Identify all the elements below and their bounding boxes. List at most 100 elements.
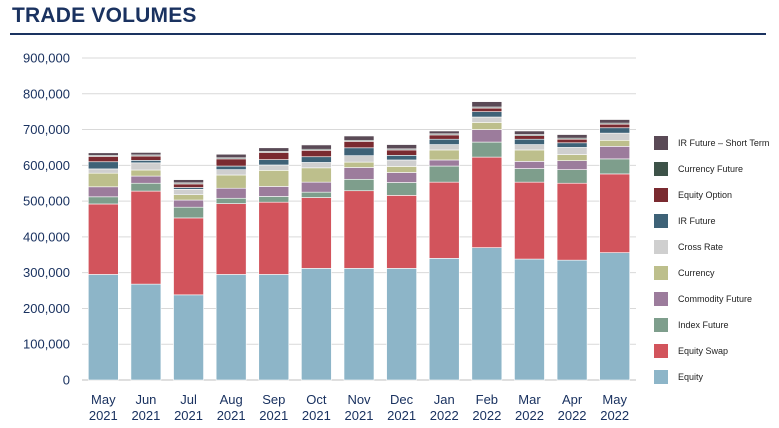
legend-item: Currency Future	[654, 156, 779, 182]
y-axis-ticks: 0 100,000 200,000 300,000 400,000 500,000 600,…	[23, 51, 70, 388]
legend-item: Equity	[654, 364, 779, 390]
bar-segment	[556, 182, 588, 261]
bar-stack	[215, 153, 247, 381]
legend-swatch	[654, 318, 668, 332]
bar-segment	[514, 258, 545, 381]
x-tick-label: Apr 2022	[558, 392, 587, 423]
legend-item: Commodity Future	[654, 286, 779, 312]
bar-segment	[471, 107, 503, 112]
bar-segment	[386, 155, 417, 161]
legend-label: IR Future	[678, 216, 716, 226]
legend-swatch	[654, 214, 668, 228]
bar-segment	[514, 181, 545, 260]
x-tick-label: Mar 2022	[515, 392, 544, 423]
page-title: TRADE VOLUMES	[12, 4, 197, 27]
x-tick-label: Jan 2022	[430, 392, 459, 423]
legend-swatch	[654, 188, 668, 202]
bar-segment	[471, 247, 503, 381]
y-tick-label: 700,000	[23, 122, 70, 137]
bar-stack	[130, 152, 162, 381]
bar-segment	[556, 138, 588, 144]
bar-stack	[599, 119, 630, 381]
bar-segment	[130, 152, 162, 156]
bar-segment	[130, 283, 162, 381]
bar-segment	[215, 197, 247, 204]
bar-segment	[343, 268, 375, 381]
x-tick-label: Nov 2021	[345, 392, 374, 423]
bar-segment	[130, 160, 162, 164]
bar-stacks	[88, 101, 630, 381]
bar-stack	[428, 130, 460, 381]
bar-stack	[343, 135, 375, 381]
bar-segment	[599, 252, 630, 381]
y-tick-label: 800,000	[23, 86, 70, 101]
bar-segment	[514, 138, 545, 145]
bar-segment	[428, 165, 460, 183]
bar-segment	[599, 123, 630, 129]
y-tick-label: 100,000	[23, 337, 70, 352]
bar-segment	[301, 191, 332, 198]
bar-segment	[301, 156, 332, 163]
bar-segment	[301, 181, 332, 193]
bar-stack	[386, 144, 417, 381]
bar-segment	[428, 134, 460, 140]
legend-swatch	[654, 266, 668, 280]
bar-segment	[88, 203, 119, 275]
legend-label: Equity	[678, 372, 704, 382]
bar-segment	[301, 167, 332, 183]
legend-label: Currency Future	[678, 164, 744, 174]
bar-segment	[471, 122, 503, 130]
bar-segment	[386, 195, 417, 269]
bar-segment	[599, 173, 630, 253]
bar-segment	[428, 149, 460, 161]
bar-segment	[514, 168, 545, 183]
bar-segment	[215, 158, 247, 167]
x-tick-label: May 2022	[600, 392, 629, 423]
bar-segment	[386, 149, 417, 156]
bar-segment	[386, 144, 417, 150]
legend-label: Cross Rate	[678, 242, 724, 252]
bar-segment	[599, 127, 630, 134]
x-axis-ticks: May 2021 Jun 2021 Jul 2021 Aug 2021 Sep 2021 Oct 20…	[89, 392, 629, 423]
bar-segment	[471, 141, 503, 158]
bar-stack	[88, 152, 119, 381]
bar-segment	[130, 155, 162, 161]
bar-segment	[599, 139, 630, 147]
bar-segment	[556, 142, 588, 148]
legend-label: IR Future – Short Term	[678, 138, 770, 148]
bar-segment	[343, 178, 375, 192]
legend-item: Equity Option	[654, 182, 779, 208]
y-tick-label: 400,000	[23, 229, 70, 244]
bar-segment	[556, 154, 588, 161]
legend-swatch	[654, 344, 668, 358]
bar-segment	[301, 197, 332, 269]
bar-segment	[130, 169, 162, 177]
legend-label: Equity Option	[678, 190, 733, 200]
y-tick-label: 0	[63, 373, 70, 388]
bar-segment	[258, 170, 290, 187]
bar-segment	[301, 150, 332, 158]
bar-segment	[215, 174, 247, 189]
y-tick-label: 200,000	[23, 301, 70, 316]
legend-swatch	[654, 370, 668, 384]
bar-segment	[428, 138, 460, 145]
bar-segment	[301, 144, 332, 150]
bar-segment	[258, 159, 290, 166]
bar-segment	[88, 172, 119, 188]
x-tick-label: Oct 2021	[302, 392, 331, 423]
bar-segment	[258, 274, 290, 381]
legend-swatch	[654, 162, 668, 176]
legend-item: Currency	[654, 260, 779, 286]
bar-segment	[343, 141, 375, 149]
legend-item: IR Future	[654, 208, 779, 234]
bar-segment	[88, 152, 119, 156]
legend-swatch	[654, 292, 668, 306]
legend-label: Commodity Future	[678, 294, 753, 304]
x-tick-label: Jun 2021	[131, 392, 160, 423]
legend-label: Index Future	[678, 320, 729, 330]
legend-item: IR Future – Short Term	[654, 130, 779, 156]
bar-segment	[258, 186, 290, 197]
bar-segment	[343, 167, 375, 180]
bar-segment	[215, 169, 247, 176]
